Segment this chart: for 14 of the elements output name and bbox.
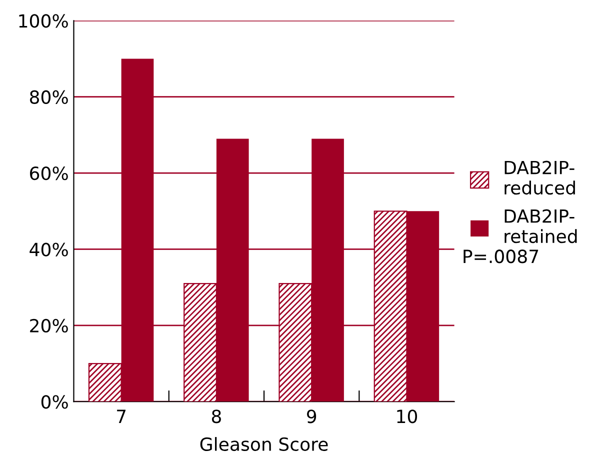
text: P=.0087 bbox=[464, 250, 538, 264]
x-tick-label: 8 bbox=[212, 410, 221, 424]
legend-label: DAB2IP- retained bbox=[504, 209, 577, 244]
y-tick-label: 100% bbox=[19, 14, 68, 28]
legend-label: DAB2IP- reduced bbox=[504, 160, 575, 195]
x-tick-label: 9 bbox=[306, 410, 316, 424]
y-tick-label: 60% bbox=[30, 166, 68, 180]
y-tick-label: 80% bbox=[30, 90, 68, 104]
x-axis-title: Gleason Score bbox=[200, 437, 328, 452]
y-tick-label: 40% bbox=[30, 242, 68, 256]
y-tick-label: 20% bbox=[30, 318, 68, 333]
x-tick-label: 10 bbox=[397, 410, 418, 424]
x-tick-label: 7 bbox=[117, 410, 126, 423]
y-tick-label: 0% bbox=[41, 395, 68, 409]
